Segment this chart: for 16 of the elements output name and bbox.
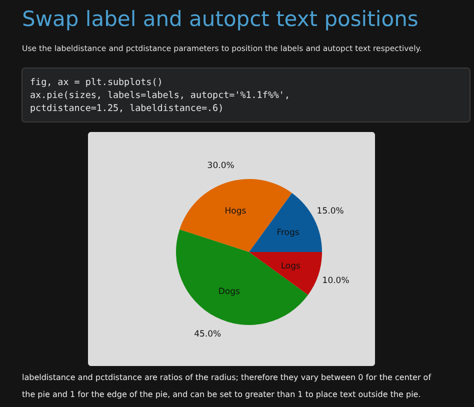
text: ax.pie(sizes, labels=labels, autopct='%1.1f%%',	[30, 90, 290, 101]
pie-slice	[176, 229, 308, 325]
text: labeldistance and pctdistance are ratios of the radius; therefore they vary between 0 for the center of	[22, 373, 432, 382]
slice-label: Frogs	[276, 228, 300, 238]
text: fig, ax = plt.subplots()	[30, 77, 163, 88]
data-label: 10.0%	[322, 276, 350, 286]
text: the pie and 1 for the edge of the pie, and can be set to greater than 1 to place text outside the pie.	[22, 390, 421, 399]
chart-title: Swap label and autopct text positions	[22, 7, 418, 31]
data-label: 30.0%	[207, 161, 234, 172]
data-label: 15.0%	[316, 206, 344, 217]
slice-label: Hogs	[224, 206, 247, 216]
pie-slice	[249, 252, 322, 295]
slice-label: Dogs	[218, 287, 240, 298]
text: pctdistance=1.25, labeldistance=.6)	[30, 103, 224, 114]
slice-label: Logs	[280, 262, 302, 272]
data-label: 45.0%	[194, 329, 222, 340]
